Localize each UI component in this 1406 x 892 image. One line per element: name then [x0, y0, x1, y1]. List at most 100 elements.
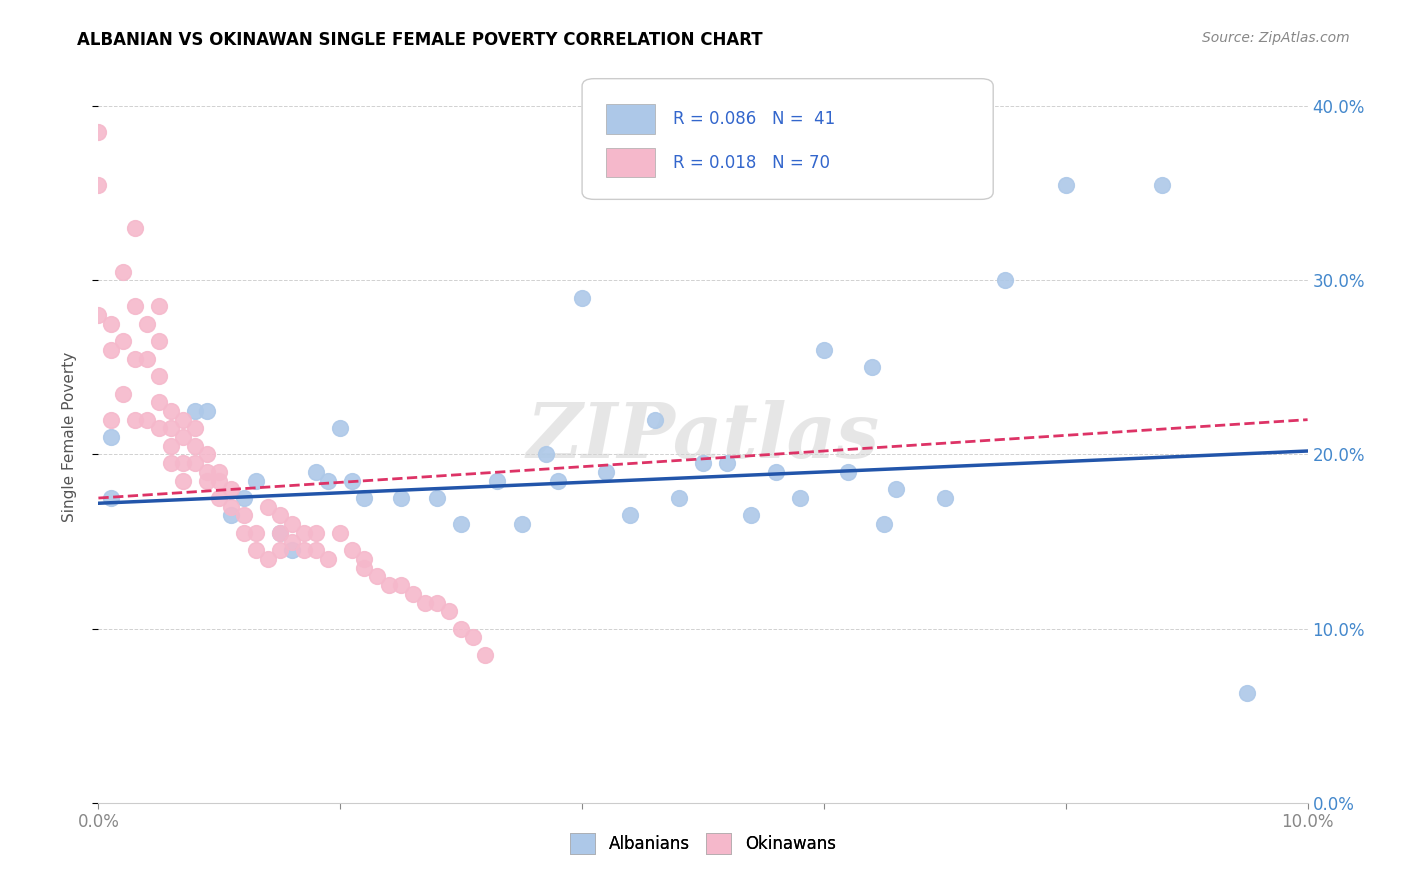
Point — [208, 474, 231, 488]
Point — [353, 491, 375, 505]
Point — [813, 343, 835, 357]
Point — [100, 412, 122, 426]
Point — [184, 456, 207, 470]
Point — [160, 456, 183, 470]
Point — [100, 317, 122, 331]
Point — [426, 491, 449, 505]
Point — [463, 631, 485, 645]
Legend: Albanians, Okinawans: Albanians, Okinawans — [564, 827, 842, 860]
Point — [124, 221, 146, 235]
Point — [111, 265, 134, 279]
Point — [668, 491, 690, 505]
Point — [716, 456, 738, 470]
Point — [100, 343, 122, 357]
Point — [148, 300, 170, 314]
Point — [135, 317, 157, 331]
Point — [377, 578, 399, 592]
Point — [256, 500, 278, 514]
FancyBboxPatch shape — [582, 78, 993, 200]
Point — [1152, 178, 1174, 192]
Point — [208, 465, 231, 479]
Point — [135, 351, 157, 366]
Point — [256, 552, 278, 566]
Point — [281, 517, 304, 532]
Point — [160, 404, 183, 418]
Point — [450, 622, 472, 636]
Point — [195, 465, 218, 479]
Point — [124, 412, 146, 426]
Text: ALBANIAN VS OKINAWAN SINGLE FEMALE POVERTY CORRELATION CHART: ALBANIAN VS OKINAWAN SINGLE FEMALE POVER… — [77, 31, 763, 49]
Point — [172, 412, 194, 426]
Point — [342, 543, 364, 558]
Point — [413, 595, 436, 609]
Bar — [606, 104, 655, 134]
Point — [87, 125, 110, 139]
Point — [195, 404, 218, 418]
Point — [245, 543, 267, 558]
Point — [740, 508, 762, 523]
Point — [402, 587, 425, 601]
Point — [172, 474, 194, 488]
Point — [245, 525, 267, 540]
Point — [208, 491, 231, 505]
Point — [148, 369, 170, 384]
Point — [100, 491, 122, 505]
Point — [474, 648, 496, 662]
Point — [111, 386, 134, 401]
Point — [1236, 686, 1258, 700]
Point — [437, 604, 460, 618]
Point — [124, 351, 146, 366]
Point — [860, 360, 883, 375]
Point — [994, 273, 1017, 287]
Point — [269, 525, 291, 540]
Point — [571, 291, 593, 305]
Point — [100, 430, 122, 444]
Text: R = 0.018   N = 70: R = 0.018 N = 70 — [672, 153, 830, 172]
Point — [305, 465, 328, 479]
Point — [245, 474, 267, 488]
Point — [172, 430, 194, 444]
Point — [172, 456, 194, 470]
Point — [305, 525, 328, 540]
Point — [184, 421, 207, 435]
Point — [221, 483, 243, 497]
Point — [281, 534, 304, 549]
Point — [232, 508, 254, 523]
Point — [195, 448, 218, 462]
Point — [389, 491, 412, 505]
Text: ZIPatlas: ZIPatlas — [526, 401, 880, 474]
Point — [316, 474, 339, 488]
Point — [160, 439, 183, 453]
Point — [595, 465, 617, 479]
Point — [281, 543, 304, 558]
Point — [510, 517, 533, 532]
Point — [389, 578, 412, 592]
Point — [534, 448, 557, 462]
Point — [195, 474, 218, 488]
Point — [873, 517, 896, 532]
Text: R = 0.086   N =  41: R = 0.086 N = 41 — [672, 110, 835, 128]
Point — [184, 404, 207, 418]
Point — [426, 595, 449, 609]
Point — [450, 517, 472, 532]
Point — [221, 500, 243, 514]
Point — [292, 525, 315, 540]
Point — [221, 508, 243, 523]
Point — [87, 178, 110, 192]
Point — [124, 300, 146, 314]
Point — [886, 483, 908, 497]
Point — [765, 465, 787, 479]
Point — [837, 465, 859, 479]
Point — [789, 491, 811, 505]
Point — [619, 508, 641, 523]
Point — [232, 491, 254, 505]
Point — [135, 412, 157, 426]
Point — [934, 491, 956, 505]
Point — [1054, 178, 1077, 192]
Point — [184, 439, 207, 453]
Point — [329, 421, 352, 435]
Point — [486, 474, 509, 488]
Point — [269, 508, 291, 523]
Point — [148, 395, 170, 409]
Point — [644, 412, 666, 426]
